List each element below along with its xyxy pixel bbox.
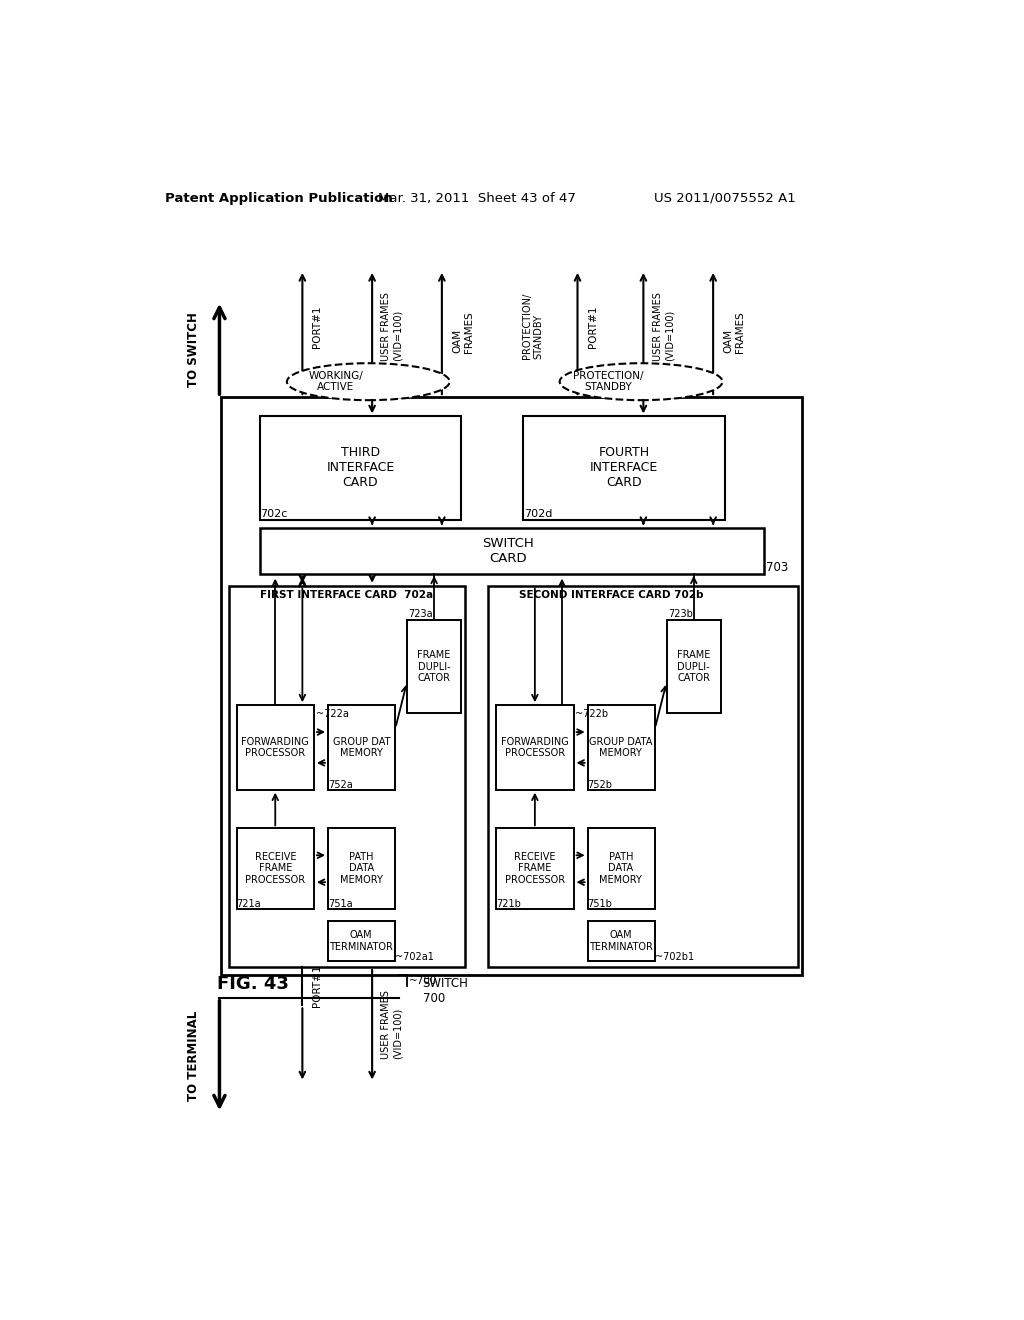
Bar xyxy=(328,705,395,789)
Text: WORKING/
ACTIVE: WORKING/ ACTIVE xyxy=(308,371,364,392)
Text: 702d: 702d xyxy=(524,508,552,519)
Text: FOURTH
INTERFACE
CARD: FOURTH INTERFACE CARD xyxy=(590,446,658,490)
Text: TO SWITCH: TO SWITCH xyxy=(187,312,201,387)
Text: 702c: 702c xyxy=(260,508,288,519)
Text: 723b: 723b xyxy=(669,609,693,619)
Text: PATH
DATA
MEMORY: PATH DATA MEMORY xyxy=(340,851,383,884)
Text: RECEIVE
FRAME
PROCESSOR: RECEIVE FRAME PROCESSOR xyxy=(245,851,305,884)
Bar xyxy=(588,921,655,961)
Bar xyxy=(496,705,573,789)
Bar xyxy=(237,705,314,789)
Text: US 2011/0075552 A1: US 2011/0075552 A1 xyxy=(654,191,796,205)
Text: USER FRAMES
(VID=100): USER FRAMES (VID=100) xyxy=(381,990,403,1059)
Text: ~722a: ~722a xyxy=(315,709,348,719)
Text: 752a: 752a xyxy=(328,780,352,789)
Text: GROUP DATA
MEMORY: GROUP DATA MEMORY xyxy=(589,737,652,758)
Text: USER FRAMES
(VID=100): USER FRAMES (VID=100) xyxy=(381,292,403,360)
Text: OAM
TERMINATOR: OAM TERMINATOR xyxy=(330,929,393,952)
Bar xyxy=(237,829,314,909)
Text: OAM
TERMINATOR: OAM TERMINATOR xyxy=(589,929,653,952)
Bar xyxy=(328,829,395,909)
Text: TO TERMINAL: TO TERMINAL xyxy=(187,1010,201,1101)
Bar xyxy=(260,528,764,574)
Text: ~702a1: ~702a1 xyxy=(395,952,434,962)
Text: Patent Application Publication: Patent Application Publication xyxy=(165,191,393,205)
Text: PORT#1: PORT#1 xyxy=(312,305,323,347)
Text: OAM
FRAMES: OAM FRAMES xyxy=(452,310,473,352)
Text: ~722b: ~722b xyxy=(575,709,608,719)
Text: FIG. 43: FIG. 43 xyxy=(217,974,289,993)
Text: GROUP DAT
MEMORY: GROUP DAT MEMORY xyxy=(333,737,390,758)
Text: THIRD
INTERFACE
CARD: THIRD INTERFACE CARD xyxy=(327,446,394,490)
Text: FORWARDING
PROCESSOR: FORWARDING PROCESSOR xyxy=(501,737,568,758)
Bar xyxy=(221,397,802,974)
Text: USER FRAMES
(VID=100): USER FRAMES (VID=100) xyxy=(652,292,674,360)
Bar xyxy=(488,586,799,966)
Text: FRAME
DUPLI-
CATOR: FRAME DUPLI- CATOR xyxy=(677,649,711,684)
Bar xyxy=(407,620,461,713)
Text: 721b: 721b xyxy=(496,899,521,909)
Bar xyxy=(667,620,721,713)
Text: SWITCH
700: SWITCH 700 xyxy=(423,977,468,1005)
Bar xyxy=(228,586,465,966)
Text: ~702b1: ~702b1 xyxy=(655,952,694,962)
Text: PROTECTION/
STANDBY: PROTECTION/ STANDBY xyxy=(573,371,644,392)
Text: Mar. 31, 2011  Sheet 43 of 47: Mar. 31, 2011 Sheet 43 of 47 xyxy=(378,191,575,205)
Text: 752b: 752b xyxy=(588,780,612,789)
Text: 751a: 751a xyxy=(328,899,352,909)
Text: FIRST INTERFACE CARD  702a: FIRST INTERFACE CARD 702a xyxy=(260,590,433,599)
Bar xyxy=(523,416,725,520)
Bar xyxy=(588,705,655,789)
Text: PATH
DATA
MEMORY: PATH DATA MEMORY xyxy=(599,851,642,884)
Ellipse shape xyxy=(287,363,450,400)
Bar xyxy=(588,829,655,909)
Text: 723a: 723a xyxy=(409,609,433,619)
Text: OAM
FRAMES: OAM FRAMES xyxy=(723,310,744,352)
Text: SECOND INTERFACE CARD 702b: SECOND INTERFACE CARD 702b xyxy=(519,590,703,599)
Text: FORWARDING
PROCESSOR: FORWARDING PROCESSOR xyxy=(242,737,309,758)
Text: 751b: 751b xyxy=(588,899,612,909)
Text: 721a: 721a xyxy=(237,899,261,909)
Ellipse shape xyxy=(560,363,722,400)
Text: PORT#1: PORT#1 xyxy=(588,305,598,347)
Bar xyxy=(328,921,395,961)
Text: RECEIVE
FRAME
PROCESSOR: RECEIVE FRAME PROCESSOR xyxy=(505,851,565,884)
Text: FRAME
DUPLI-
CATOR: FRAME DUPLI- CATOR xyxy=(418,649,451,684)
Text: ~700: ~700 xyxy=(409,975,437,986)
Text: SWITCH
CARD: SWITCH CARD xyxy=(482,537,534,565)
Text: PROTECTION/
STANDBY: PROTECTION/ STANDBY xyxy=(521,293,544,359)
Text: PORT#1: PORT#1 xyxy=(311,965,322,1007)
Text: 703: 703 xyxy=(766,561,788,574)
Bar xyxy=(260,416,461,520)
Bar xyxy=(496,829,573,909)
